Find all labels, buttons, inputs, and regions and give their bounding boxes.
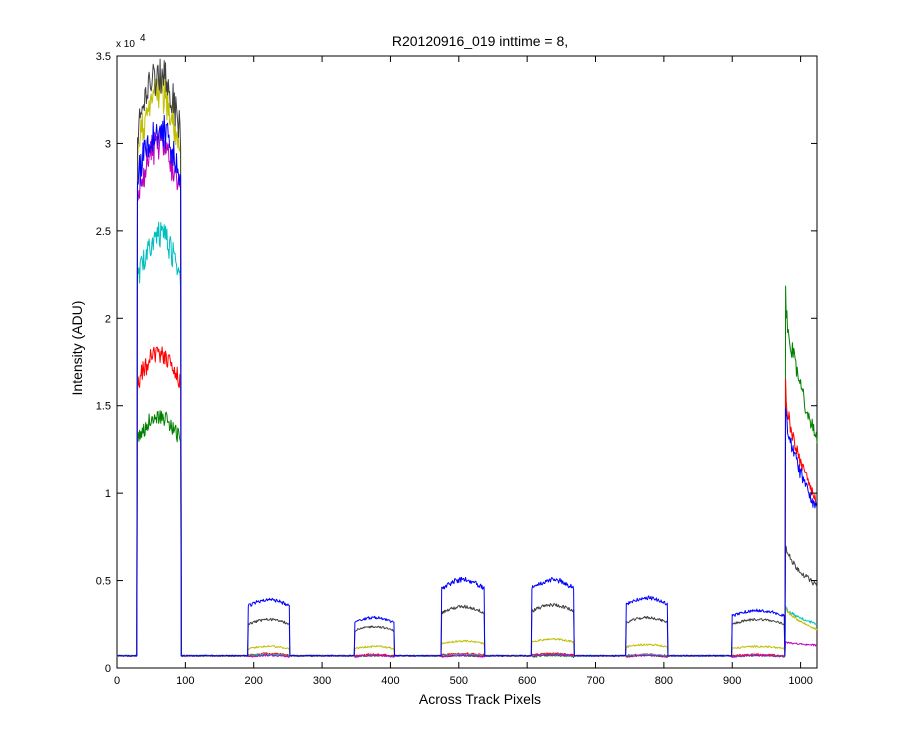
ticks-layer: 0 100 200 300 400 500 600 700 800 900 1000 0 0.5 1 1.5… [96, 51, 817, 687]
y-multiplier-label: x 10 [116, 39, 135, 50]
x-tick-label: 900 [723, 675, 741, 687]
x-tick-label: 300 [313, 675, 331, 687]
x-tick-label: 100 [176, 675, 194, 687]
x-tick-label: 600 [518, 675, 536, 687]
y-tick-label: 0.5 [96, 576, 111, 588]
y-tick-label: 3.5 [96, 51, 111, 63]
plot-area [116, 55, 818, 669]
series-line [116, 114, 818, 657]
y-tick-label: 2 [105, 313, 111, 325]
y-tick-label: 1.5 [96, 401, 111, 413]
x-axis-label: Across Track Pixels [419, 691, 541, 707]
x-tick-label: 200 [245, 675, 263, 687]
x-tick-label: 1000 [788, 675, 812, 687]
y-tick-label: 3 [105, 138, 111, 150]
y-tick-label: 2.5 [96, 226, 111, 238]
series-layer [116, 58, 818, 658]
chart-title: R20120916_019 inttime = 8, [392, 33, 568, 49]
x-tick-label: 700 [586, 675, 604, 687]
x-tick-label: 800 [655, 675, 673, 687]
x-tick-label: 400 [381, 675, 399, 687]
x-tick-label: 500 [450, 675, 468, 687]
y-tick-label: 0 [105, 663, 111, 675]
y-tick-label: 1 [105, 488, 111, 500]
x-tick-label: 0 [114, 675, 120, 687]
y-axis-label: Intensity (ADU) [69, 301, 85, 396]
y-multiplier-exponent: 4 [140, 33, 146, 44]
